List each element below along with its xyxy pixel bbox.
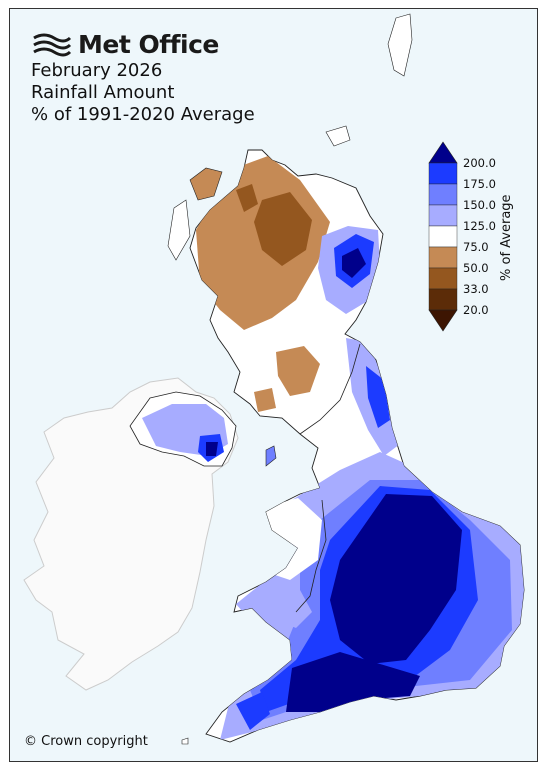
orkney [325, 125, 351, 147]
title-date: February 2026 [31, 60, 163, 81]
tick-label-33: 33.0 [463, 282, 489, 296]
tick-label-175: 175.0 [463, 177, 496, 191]
outer-hebrides [189, 167, 223, 201]
tick-label-75: 75.0 [463, 240, 489, 254]
wales-england-border [295, 499, 327, 613]
anomaly-shading [196, 156, 524, 740]
title-baseline: % of 1991-2020 Average [31, 104, 255, 125]
tick-label-150: 150.0 [463, 198, 496, 212]
colorbar-axis-label: % of Average [499, 194, 514, 281]
copyright-notice: © Crown copyright [24, 734, 148, 749]
scotland-england-border [299, 343, 361, 435]
tick-label-200: 200.0 [463, 156, 496, 170]
brand-name: Met Office [78, 30, 219, 59]
met-office-swirl-icon [33, 33, 72, 56]
tick-label-50: 50.0 [463, 261, 489, 275]
isle-of-man [265, 445, 277, 467]
tick-label-20: 20.0 [463, 303, 489, 317]
met-office-logo: Met Office [32, 30, 219, 59]
scilly [181, 737, 189, 745]
tick-label-125: 125.0 [463, 219, 496, 233]
shetland [387, 13, 413, 77]
title-variable: Rainfall Amount [31, 82, 175, 103]
